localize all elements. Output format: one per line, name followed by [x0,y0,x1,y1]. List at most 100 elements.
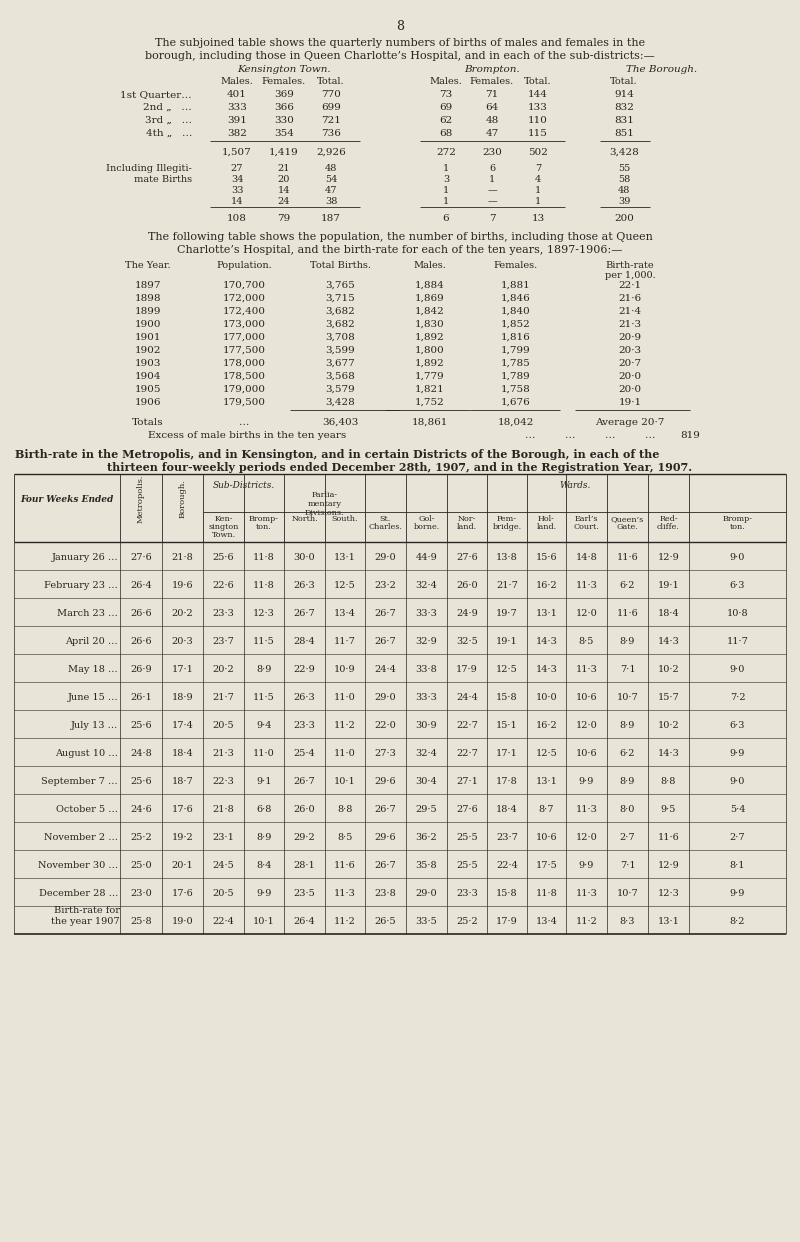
Text: —: — [487,186,497,195]
Text: Court.: Court. [574,523,599,532]
Text: 1,419: 1,419 [269,148,299,156]
Text: 9·9: 9·9 [579,777,594,786]
Text: Including Illegiti-: Including Illegiti- [106,164,192,173]
Text: 401: 401 [227,89,247,99]
Text: Males.: Males. [414,261,446,270]
Text: Earl’s: Earl’s [574,515,598,523]
Text: 14: 14 [278,186,290,195]
Text: 382: 382 [227,129,247,138]
Text: Pem-: Pem- [497,515,517,523]
Text: 1: 1 [489,175,495,184]
Text: Ken-: Ken- [214,515,233,523]
Text: 272: 272 [436,148,456,156]
Text: 10·7: 10·7 [617,693,638,702]
Text: 26·5: 26·5 [374,917,396,927]
Text: 12·0: 12·0 [576,609,598,619]
Text: 62: 62 [439,116,453,125]
Text: 11·6: 11·6 [617,609,638,619]
Text: 20·2: 20·2 [213,664,234,674]
Text: 13·1: 13·1 [658,917,679,927]
Text: 1902: 1902 [134,347,162,355]
Text: 1,842: 1,842 [415,307,445,315]
Text: 33·3: 33·3 [415,693,438,702]
Text: 47: 47 [486,129,498,138]
Text: April 20 …: April 20 … [66,637,118,646]
Text: 2·7: 2·7 [730,833,746,842]
Text: 10·6: 10·6 [576,749,598,758]
Text: 30·4: 30·4 [416,777,438,786]
Text: 27·1: 27·1 [456,777,478,786]
Text: 27: 27 [230,164,243,173]
Text: …: … [525,431,535,440]
Text: 10·8: 10·8 [726,609,748,619]
Text: 10·6: 10·6 [536,833,558,842]
Text: 26·7: 26·7 [374,805,396,814]
Text: 17·6: 17·6 [172,889,194,898]
Text: 6·3: 6·3 [730,722,746,730]
Text: 71: 71 [486,89,498,99]
Text: 1,846: 1,846 [501,294,531,303]
Text: 1,892: 1,892 [415,359,445,368]
Text: 9·5: 9·5 [661,805,676,814]
Text: 8·8: 8·8 [338,805,353,814]
Text: 1906: 1906 [134,397,162,407]
Text: 21: 21 [278,164,290,173]
Text: 26·7: 26·7 [294,777,315,786]
Text: 20·3: 20·3 [618,347,642,355]
Text: 22·7: 22·7 [456,722,478,730]
Text: 11·6: 11·6 [334,861,356,869]
Text: 30·9: 30·9 [416,722,438,730]
Text: 11·3: 11·3 [575,889,598,898]
Text: 1: 1 [535,197,541,206]
Text: Bromp-: Bromp- [722,515,753,523]
Text: 20·0: 20·0 [618,373,642,381]
Text: Birth-rate for
the year 1907: Birth-rate for the year 1907 [51,907,120,925]
Text: Parlia-
mentary
Divisions.: Parlia- mentary Divisions. [305,491,344,518]
Text: 32·4: 32·4 [415,581,438,590]
Text: 10·6: 10·6 [576,693,598,702]
Text: bridge.: bridge. [493,523,522,532]
Text: 17·1: 17·1 [496,749,518,758]
Text: Town.: Town. [211,532,235,539]
Text: The Year.: The Year. [125,261,171,270]
Text: Birth-rate: Birth-rate [606,261,654,270]
Text: 3,428: 3,428 [325,397,355,407]
Text: 73: 73 [439,89,453,99]
Text: …: … [605,431,615,440]
Text: 19·1: 19·1 [658,581,679,590]
Text: 33·5: 33·5 [416,917,438,927]
Text: North.: North. [291,515,318,523]
Text: 3rd „   …: 3rd „ … [145,116,192,125]
Text: 10·1: 10·1 [253,917,275,927]
Text: 1903: 1903 [134,359,162,368]
Text: 4: 4 [535,175,541,184]
Text: 24·9: 24·9 [456,609,478,619]
Text: 26·1: 26·1 [130,693,152,702]
Text: Four Weeks Ended: Four Weeks Ended [20,494,114,503]
Text: 21·7: 21·7 [213,693,234,702]
Text: Nor-: Nor- [458,515,476,523]
Text: The subjoined table shows the quarterly numbers of births of males and females i: The subjoined table shows the quarterly … [155,39,645,48]
Text: 48: 48 [618,186,630,195]
Text: 21·7: 21·7 [496,581,518,590]
Text: 22·9: 22·9 [294,664,315,674]
Text: 11·5: 11·5 [253,693,275,702]
Text: 2nd „   …: 2nd „ … [143,103,192,112]
Text: January 26 …: January 26 … [51,553,118,561]
Text: 30·0: 30·0 [294,553,315,561]
Text: 3,708: 3,708 [325,333,355,342]
Text: 8·9: 8·9 [256,664,272,674]
Text: 108: 108 [227,214,247,224]
Text: 11·7: 11·7 [334,637,356,646]
Text: Birth-rate in the Metropolis, and in Kensington, and in certain Districts of the: Birth-rate in the Metropolis, and in Ken… [15,450,659,460]
Text: 10·7: 10·7 [617,889,638,898]
Text: August 10 …: August 10 … [55,749,118,758]
Text: 21·3: 21·3 [618,320,642,329]
Text: 11·2: 11·2 [575,917,598,927]
Text: 26·6: 26·6 [130,609,152,619]
Text: 64: 64 [486,103,498,112]
Text: 179,500: 179,500 [222,397,266,407]
Text: 18·9: 18·9 [172,693,194,702]
Text: 8·9: 8·9 [620,777,635,786]
Text: 26·7: 26·7 [374,861,396,869]
